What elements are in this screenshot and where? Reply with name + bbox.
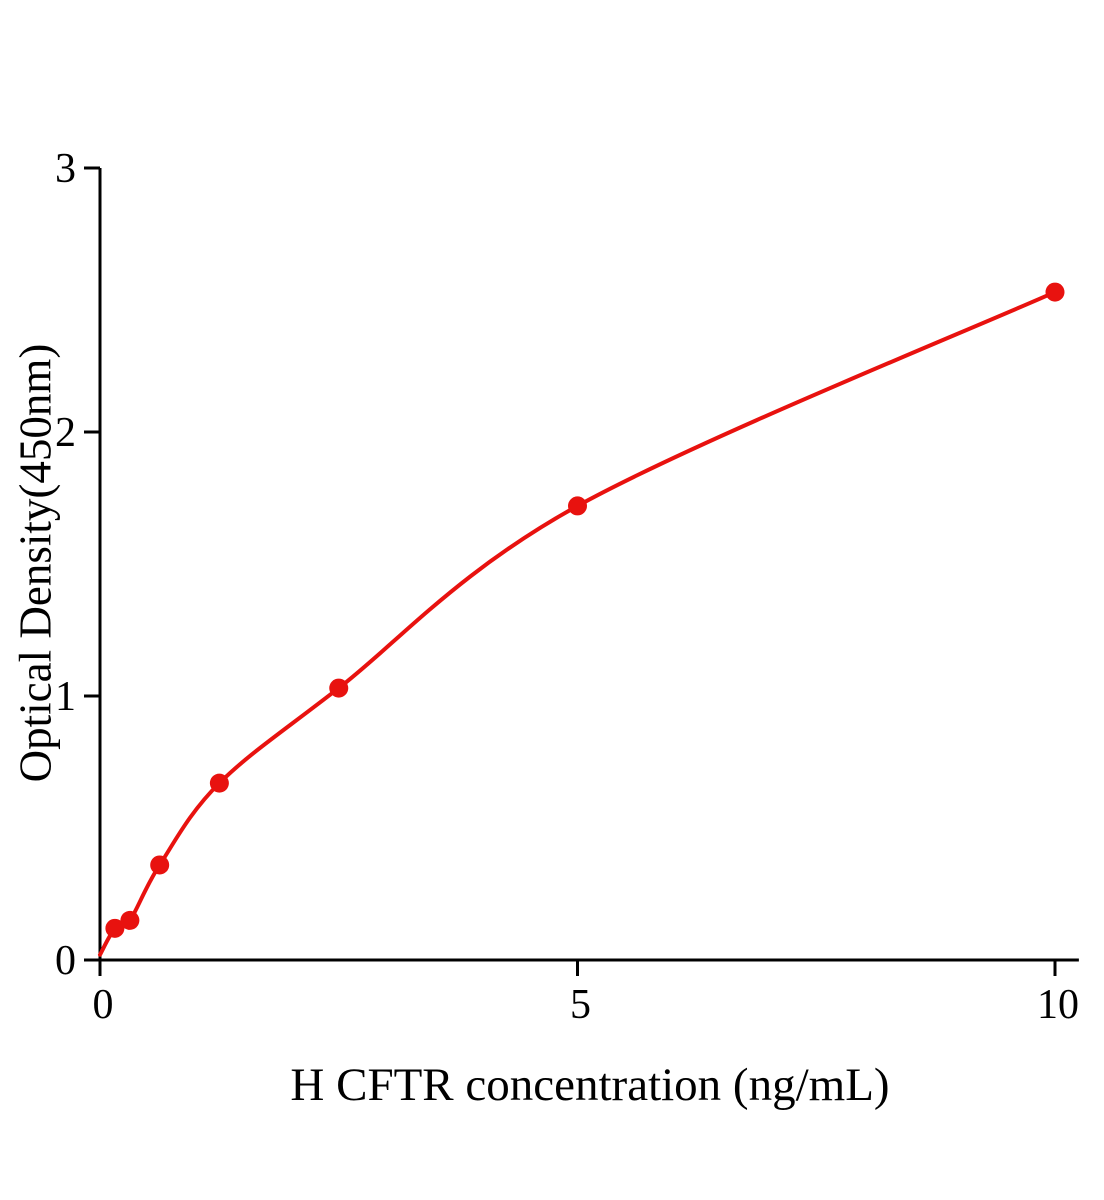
data-point: [1045, 282, 1065, 302]
y-tick-label: 1: [55, 674, 76, 720]
data-point: [105, 918, 125, 938]
data-point: [120, 910, 140, 930]
standard-curve-line: [98, 290, 1057, 957]
x-tick-label: 10: [1037, 982, 1079, 1028]
data-point: [329, 678, 349, 698]
data-point: [568, 496, 587, 516]
x-axis-title: H CFTR concentration (ng/mL): [290, 1059, 890, 1111]
y-tick-label: 3: [55, 146, 76, 192]
y-tick-label: 0: [55, 938, 76, 984]
data-point: [150, 855, 170, 875]
y-tick-label: 2: [55, 410, 76, 456]
data-point: [209, 773, 229, 793]
x-tick-label: 0: [93, 982, 114, 1028]
x-tick-label: 5: [570, 982, 591, 1028]
y-axis-title: Optical Density(450nm): [10, 343, 61, 783]
